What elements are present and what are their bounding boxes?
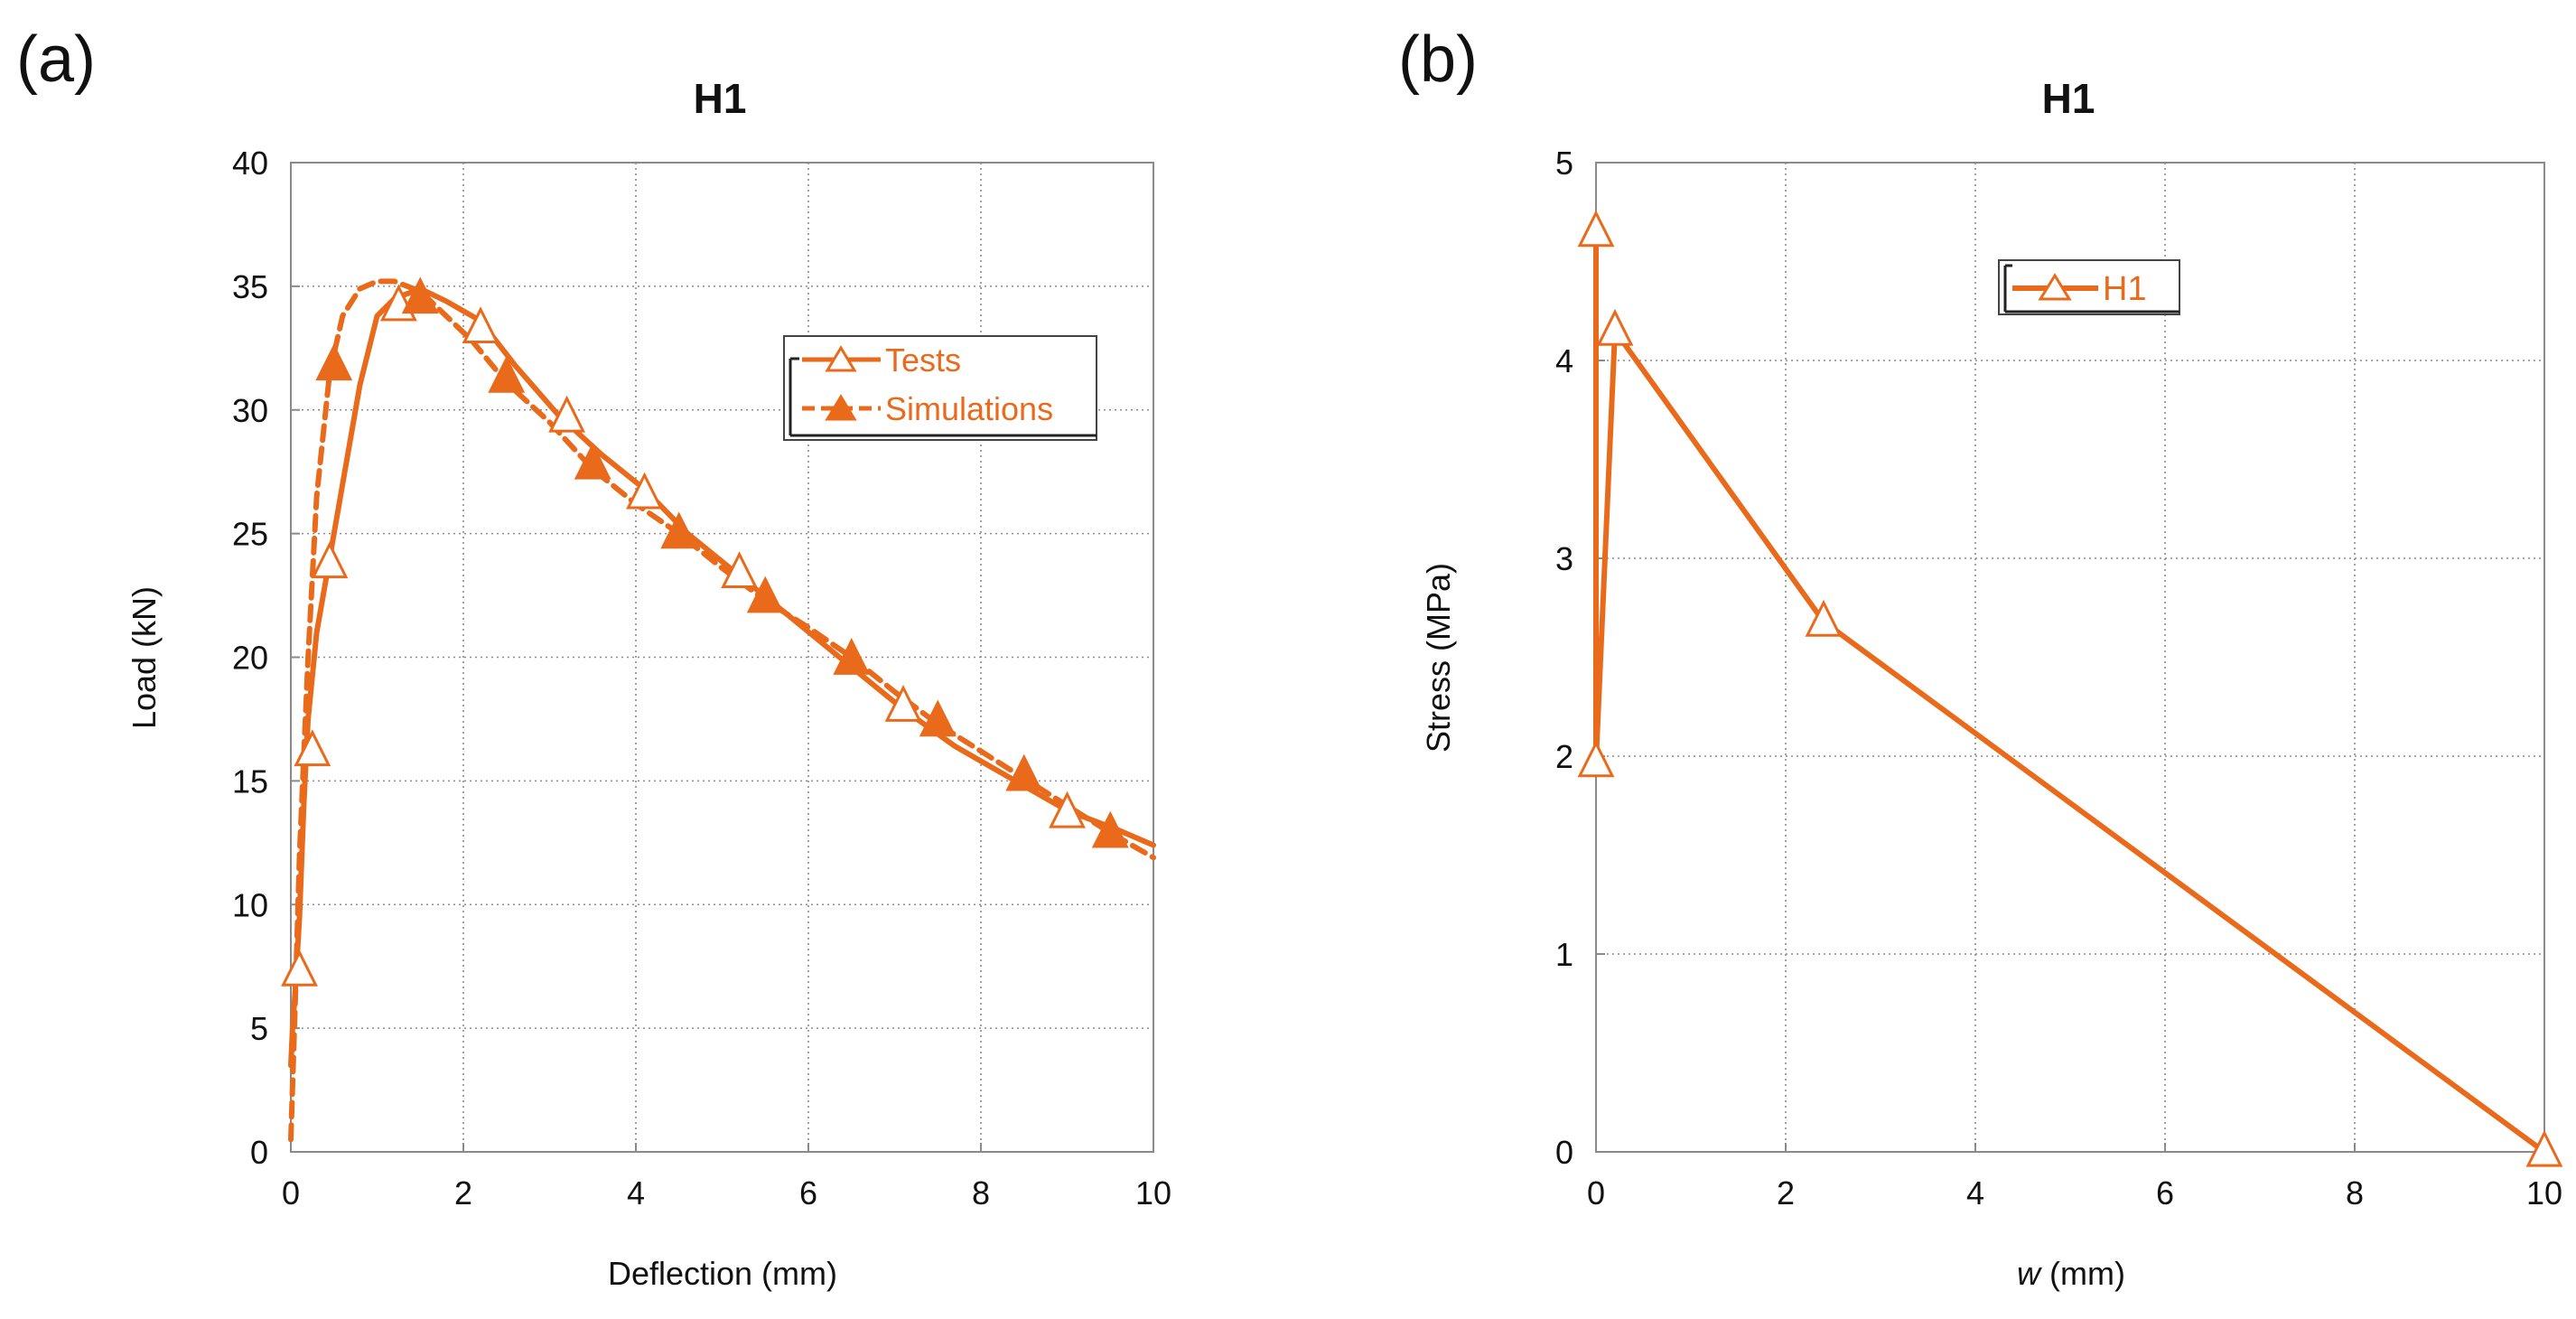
panel-a-tests-marker (626, 472, 663, 510)
panel-a-ytick-label: 10 (232, 886, 268, 923)
legend-h1-label: H1 (2103, 270, 2147, 308)
panel-a-ytick-label: 40 (232, 145, 268, 182)
panel-a-xtick-label: 2 (454, 1174, 472, 1211)
panel-b-ytick-label: 3 (1555, 540, 1573, 577)
panel-a-tick-labels: 0 2 4 6 8 10 0 5 10 15 20 25 30 35 40 (232, 145, 1171, 1211)
panel-b-h1-marker (1577, 740, 1615, 778)
panel-b-grid (1596, 163, 2544, 1152)
panel-a-simulations-marker (401, 276, 439, 314)
panel-a-ytick-label: 30 (232, 392, 268, 429)
panel-b: (b) H1 0 2 4 6 8 10 0 1 2 3 4 5 Stress (MPa) w (mm)… (1398, 23, 2563, 1292)
panel-a-tests-marker (884, 685, 922, 722)
panel-b-ytick-label: 2 (1555, 738, 1573, 775)
panel-b-xtick-label: 0 (1587, 1174, 1605, 1211)
panel-b-h1-marker (1596, 308, 1634, 346)
panel-b-xlabel-rest: (mm) (2040, 1255, 2125, 1292)
panel-a-simulations-marker (660, 511, 698, 549)
panel-a-ylabel: Load (kN) (126, 586, 163, 729)
panel-b-h1-marker (1805, 599, 1843, 637)
panel-a-ytick-label: 20 (232, 640, 268, 677)
panel-b-xtick-label: 10 (2526, 1174, 2562, 1211)
panel-b-xtick-label: 8 (2346, 1174, 2364, 1211)
panel-a-simulations-marker (833, 638, 871, 675)
panel-b-h1-line (1593, 229, 2547, 1155)
panel-b-ylabel: Stress (MPa) (1420, 563, 1457, 753)
panel-a-simulations-marker (746, 575, 784, 613)
panel-a-ytick-label: 35 (232, 268, 268, 305)
panel-a-simulations-marker (315, 343, 353, 381)
panel-a-simulations-marker (919, 699, 957, 737)
panel-a-xtick-label: 4 (627, 1174, 645, 1211)
legend-tests-label: Tests (885, 341, 961, 379)
panel-b-ytick-label: 1 (1555, 936, 1573, 973)
panel-a-tests-marker (311, 541, 349, 579)
panel-a-series (281, 276, 1156, 1143)
panel-a-ytick-label: 0 (250, 1134, 268, 1171)
legend-tests-marker-icon (825, 345, 857, 372)
panel-b-h1-marker (1577, 210, 1615, 248)
panel-b-xtick-label: 4 (1966, 1174, 1984, 1211)
panel-b-ytick-label: 0 (1555, 1134, 1573, 1171)
panel-a-simulations-marker (1005, 753, 1043, 791)
panel-b-title: H1 (2042, 75, 2095, 122)
panel-a: (a) H1 0 2 4 6 8 10 0 5 10 15 20 25 30 35 40 Load (kN)… (16, 23, 1171, 1292)
panel-b-label: (b) (1398, 23, 1478, 96)
legend-simulations-label: Simulations (885, 390, 1053, 427)
panel-a-xtick-label: 0 (282, 1174, 300, 1211)
panel-a-tests-marker (721, 551, 759, 589)
panel-a-xtick-label: 8 (972, 1174, 990, 1211)
panel-b-series (1577, 210, 2563, 1167)
panel-a-ytick-label: 15 (232, 762, 268, 800)
panel-a-xtick-label: 10 (1135, 1174, 1171, 1211)
panel-a-tests-marker (462, 306, 499, 344)
panel-a-grid (291, 163, 1153, 1152)
panel-b-xlabel: w (mm) (2017, 1255, 2125, 1292)
panel-a-tests-marker (294, 729, 331, 767)
panel-a-title: H1 (694, 75, 747, 122)
panel-a-ytick-label: 5 (250, 1010, 268, 1047)
panel-a-ytick-label: 25 (232, 516, 268, 553)
panel-a-xlabel: Deflection (mm) (608, 1255, 837, 1292)
panel-a-simulations-marker (1091, 810, 1129, 848)
panel-b-tick-labels: 0 2 4 6 8 10 0 1 2 3 4 5 (1555, 145, 2562, 1211)
legend-simulations-marker-icon (825, 394, 857, 421)
panel-b-ytick-label: 4 (1555, 342, 1573, 379)
panel-a-tests-marker (281, 949, 318, 987)
panel-a-tests-marker (548, 395, 586, 433)
panel-b-h1-marker (2525, 1129, 2563, 1167)
legend-h1-marker-icon (2038, 273, 2072, 301)
panel-a-legend: Tests Simulations (783, 335, 1097, 441)
panel-b-xtick-label: 2 (1777, 1174, 1795, 1211)
panel-a-xtick-label: 6 (799, 1174, 817, 1211)
panel-a-label: (a) (16, 23, 96, 96)
panel-b-ytick-label: 5 (1555, 145, 1573, 182)
panel-b-xlabel-italic: w (2017, 1255, 2042, 1292)
panel-b-legend: H1 (1998, 259, 2180, 315)
panel-b-xtick-label: 6 (2156, 1174, 2174, 1211)
panel-a-tests-marker (1049, 790, 1086, 828)
panel-a-simulations-marker (574, 442, 611, 480)
panel-a-simulations-marker (488, 355, 526, 393)
